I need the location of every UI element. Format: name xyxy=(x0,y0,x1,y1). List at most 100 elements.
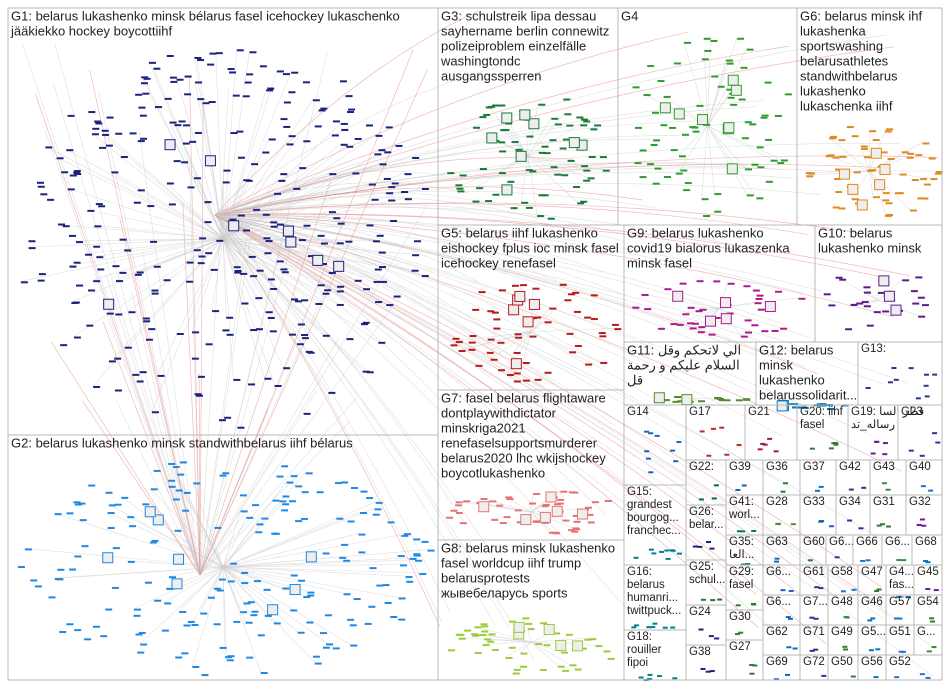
node xyxy=(757,448,763,451)
node xyxy=(212,310,220,313)
node xyxy=(194,393,202,396)
node xyxy=(281,271,289,274)
node xyxy=(764,81,772,84)
edge xyxy=(869,152,908,172)
node xyxy=(911,179,919,182)
node xyxy=(790,403,798,406)
node xyxy=(127,560,135,563)
node xyxy=(164,97,172,100)
node xyxy=(894,676,900,679)
edge xyxy=(214,213,606,273)
node xyxy=(734,633,740,636)
node xyxy=(566,332,574,335)
node xyxy=(554,173,562,176)
node xyxy=(496,504,504,507)
group-label: fipoi xyxy=(627,657,648,669)
node xyxy=(269,330,277,333)
node xyxy=(553,532,561,535)
node xyxy=(378,149,386,152)
node xyxy=(181,161,189,164)
node xyxy=(648,471,654,474)
node xyxy=(670,626,676,629)
edge xyxy=(107,511,224,568)
node xyxy=(479,168,487,171)
node xyxy=(514,333,522,336)
node xyxy=(447,172,455,175)
node xyxy=(378,251,386,254)
node xyxy=(280,118,288,121)
node xyxy=(307,255,315,258)
node xyxy=(378,341,386,344)
group-box xyxy=(885,654,943,681)
node xyxy=(459,522,467,525)
node xyxy=(187,620,195,623)
edge xyxy=(101,133,224,239)
group-label: G2: belarus lukashenko minsk standwithbe… xyxy=(11,436,353,451)
node xyxy=(828,304,836,307)
node xyxy=(248,383,256,386)
node xyxy=(473,126,481,129)
group-label: lukaschenka iihf xyxy=(800,99,893,114)
edge xyxy=(214,214,689,384)
node xyxy=(476,187,484,190)
node xyxy=(358,551,366,554)
edge xyxy=(530,331,601,363)
edge xyxy=(520,641,532,653)
node xyxy=(921,304,929,307)
node xyxy=(115,132,123,135)
node xyxy=(858,527,864,530)
node xyxy=(137,189,145,192)
node xyxy=(875,648,881,651)
edge xyxy=(707,39,711,127)
node xyxy=(232,94,240,97)
nodes xyxy=(17,37,943,682)
node xyxy=(833,443,839,446)
node xyxy=(522,379,530,382)
edge xyxy=(869,170,874,197)
edge xyxy=(222,501,376,568)
node xyxy=(96,256,104,259)
node xyxy=(249,51,257,54)
group-label: G57 xyxy=(889,596,911,608)
node xyxy=(735,488,741,491)
edge xyxy=(189,75,201,576)
group-label: G4 xyxy=(621,9,638,24)
group-label: G66 xyxy=(856,536,878,548)
edge xyxy=(222,481,287,568)
node xyxy=(66,149,74,152)
group-label: رساله_تد xyxy=(851,418,895,431)
edge xyxy=(222,566,291,575)
node xyxy=(887,381,893,384)
node xyxy=(233,620,241,623)
node xyxy=(298,239,306,242)
edge xyxy=(72,238,224,302)
node xyxy=(882,199,890,202)
node xyxy=(105,144,113,147)
node xyxy=(73,171,81,174)
node xyxy=(387,521,395,524)
node xyxy=(314,125,322,128)
node xyxy=(173,160,181,163)
edge xyxy=(530,511,533,521)
node xyxy=(809,649,815,652)
node xyxy=(114,503,122,506)
node xyxy=(756,294,764,297)
node xyxy=(354,138,362,141)
node xyxy=(818,485,824,488)
node xyxy=(332,647,340,650)
node xyxy=(826,407,834,410)
node xyxy=(54,513,62,516)
node xyxy=(838,207,846,210)
node xyxy=(276,70,284,73)
node-avatar xyxy=(659,102,671,114)
node xyxy=(364,622,372,625)
node xyxy=(910,290,918,293)
node xyxy=(577,202,585,205)
edge xyxy=(701,125,708,199)
node xyxy=(151,292,159,295)
node-avatar xyxy=(102,552,114,564)
group-label: dontplaywithdictator xyxy=(441,406,557,421)
node xyxy=(506,374,514,377)
edge xyxy=(863,286,879,301)
node xyxy=(541,145,549,148)
